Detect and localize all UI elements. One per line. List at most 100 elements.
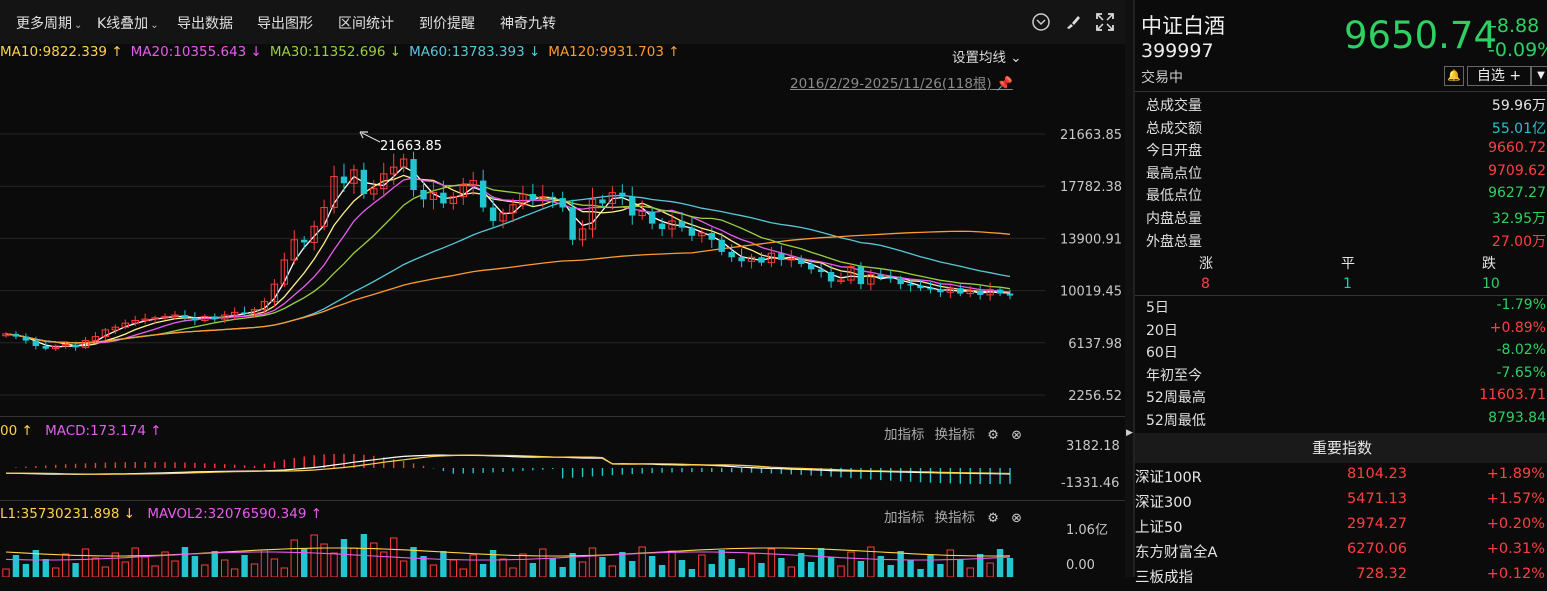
candle-body[interactable] bbox=[429, 192, 438, 200]
candle-body[interactable] bbox=[678, 220, 686, 228]
candle-body[interactable] bbox=[161, 315, 169, 319]
candle-body[interactable] bbox=[747, 256, 756, 262]
more-periods-menu[interactable]: 更多周期 ⌄ bbox=[16, 16, 83, 32]
candle-body[interactable] bbox=[12, 333, 20, 337]
candle-body[interactable] bbox=[270, 283, 279, 303]
chevron-circle-icon[interactable] bbox=[1031, 12, 1051, 32]
brush-icon[interactable] bbox=[1063, 12, 1083, 32]
candle-body[interactable] bbox=[469, 180, 477, 186]
candle-body[interactable] bbox=[798, 258, 805, 264]
candle-body[interactable] bbox=[320, 206, 328, 227]
candle-body[interactable] bbox=[619, 192, 626, 197]
candle-body[interactable] bbox=[280, 259, 289, 285]
candle-body[interactable] bbox=[957, 288, 964, 294]
candle-body[interactable] bbox=[1006, 293, 1014, 296]
candle-body[interactable] bbox=[22, 336, 30, 341]
candle-body[interactable] bbox=[966, 290, 974, 295]
candle-body[interactable] bbox=[539, 196, 547, 200]
candle-body[interactable] bbox=[360, 169, 368, 195]
candle-body[interactable] bbox=[230, 311, 239, 316]
gear-icon[interactable]: ⚙ bbox=[987, 428, 999, 443]
candle-body[interactable] bbox=[479, 180, 487, 208]
candle-body[interactable] bbox=[718, 239, 725, 252]
candle-body[interactable] bbox=[410, 159, 417, 190]
export-chart-button[interactable]: 导出图形 bbox=[257, 16, 313, 32]
magic-nine-button[interactable]: 神奇九转 bbox=[500, 16, 556, 32]
candle-body[interactable] bbox=[72, 344, 79, 348]
candle-body[interactable] bbox=[658, 223, 666, 229]
add-watchlist-button[interactable]: 自选 + bbox=[1467, 66, 1531, 86]
candle-body[interactable] bbox=[917, 285, 924, 289]
export-data-button[interactable]: 导出数据 bbox=[177, 16, 233, 32]
index-list-item[interactable]: 深证100R 8104.23 +1.89% bbox=[1135, 466, 1547, 491]
candle-body[interactable] bbox=[201, 315, 209, 321]
kline-overlay-menu[interactable]: K线叠加 ⌄ bbox=[97, 16, 159, 32]
candle-body[interactable] bbox=[807, 263, 815, 270]
candle-body[interactable] bbox=[877, 274, 884, 278]
candle-body[interactable] bbox=[2, 333, 10, 337]
candle-body[interactable] bbox=[549, 196, 556, 199]
candle-body[interactable] bbox=[827, 272, 835, 282]
candle-body[interactable] bbox=[758, 257, 765, 263]
candle-body[interactable] bbox=[738, 257, 745, 262]
candle-body[interactable] bbox=[310, 225, 318, 243]
candle-body[interactable] bbox=[399, 158, 408, 168]
candle-body[interactable] bbox=[101, 329, 110, 338]
candle-body[interactable] bbox=[946, 287, 955, 293]
vol-switch-indicator-button[interactable]: 换指标 bbox=[934, 510, 976, 526]
candle-body[interactable] bbox=[986, 289, 994, 296]
candle-body[interactable] bbox=[509, 204, 517, 214]
candle-body[interactable] bbox=[42, 346, 49, 349]
candle-body[interactable] bbox=[728, 251, 735, 258]
vol-add-indicator-button[interactable]: 加指标 bbox=[884, 510, 925, 526]
candle-body[interactable] bbox=[599, 199, 606, 204]
candle-body[interactable] bbox=[81, 340, 90, 348]
candle-body[interactable] bbox=[529, 194, 537, 200]
candle-body[interactable] bbox=[330, 176, 338, 208]
candle-body[interactable] bbox=[698, 232, 706, 237]
gear-icon[interactable]: ⚙ bbox=[987, 511, 999, 526]
candle-body[interactable] bbox=[688, 227, 696, 236]
candle-body[interactable] bbox=[569, 207, 576, 240]
candle-body[interactable] bbox=[181, 315, 189, 318]
candle-body[interactable] bbox=[260, 301, 269, 311]
candle-body[interactable] bbox=[91, 336, 100, 342]
candle-body[interactable] bbox=[608, 192, 617, 204]
volume-chart[interactable]: 1.06亿 0.00 bbox=[0, 522, 1125, 577]
candle-body[interactable] bbox=[648, 211, 656, 224]
candle-body[interactable] bbox=[141, 318, 149, 321]
candle-body[interactable] bbox=[897, 278, 904, 285]
candle-body[interactable] bbox=[301, 239, 308, 243]
candle-body[interactable] bbox=[499, 212, 507, 222]
panel-splitter[interactable]: ▶ bbox=[1125, 0, 1133, 577]
candle-body[interactable] bbox=[350, 169, 358, 184]
candle-body[interactable] bbox=[857, 266, 865, 285]
candle-body[interactable] bbox=[131, 319, 139, 324]
candle-body[interactable] bbox=[459, 184, 467, 198]
candle-body[interactable] bbox=[191, 317, 199, 321]
candle-body[interactable] bbox=[778, 253, 785, 260]
index-list-item[interactable]: 上证50 2974.27 +0.20% bbox=[1135, 516, 1547, 541]
bell-icon[interactable]: 🔔 bbox=[1444, 66, 1464, 86]
candle-body[interactable] bbox=[668, 220, 676, 230]
candle-body[interactable] bbox=[817, 269, 825, 273]
candle-body[interactable] bbox=[638, 211, 646, 217]
candle-body[interactable] bbox=[837, 279, 845, 282]
candle-body[interactable] bbox=[887, 277, 894, 279]
candle-body[interactable] bbox=[32, 340, 40, 347]
candle-body[interactable] bbox=[250, 309, 259, 315]
candle-body[interactable] bbox=[578, 228, 587, 241]
candle-body[interactable] bbox=[629, 196, 636, 216]
candle-body[interactable] bbox=[52, 345, 60, 350]
close-icon[interactable]: ⊗ bbox=[1011, 511, 1022, 526]
range-stats-button[interactable]: 区间统计 bbox=[338, 16, 394, 32]
candle-body[interactable] bbox=[370, 188, 378, 195]
ma-settings-button[interactable]: 设置均线 ⌄ bbox=[952, 50, 1022, 66]
candle-body[interactable] bbox=[290, 239, 298, 261]
close-icon[interactable]: ⊗ bbox=[1011, 428, 1022, 443]
candle-body[interactable] bbox=[151, 317, 159, 320]
candle-body[interactable] bbox=[389, 166, 398, 175]
macd-chart[interactable]: 3182.18 -1331.46 bbox=[0, 440, 1125, 498]
candle-body[interactable] bbox=[937, 289, 944, 293]
price-alert-button[interactable]: 到价提醒 bbox=[419, 16, 475, 32]
